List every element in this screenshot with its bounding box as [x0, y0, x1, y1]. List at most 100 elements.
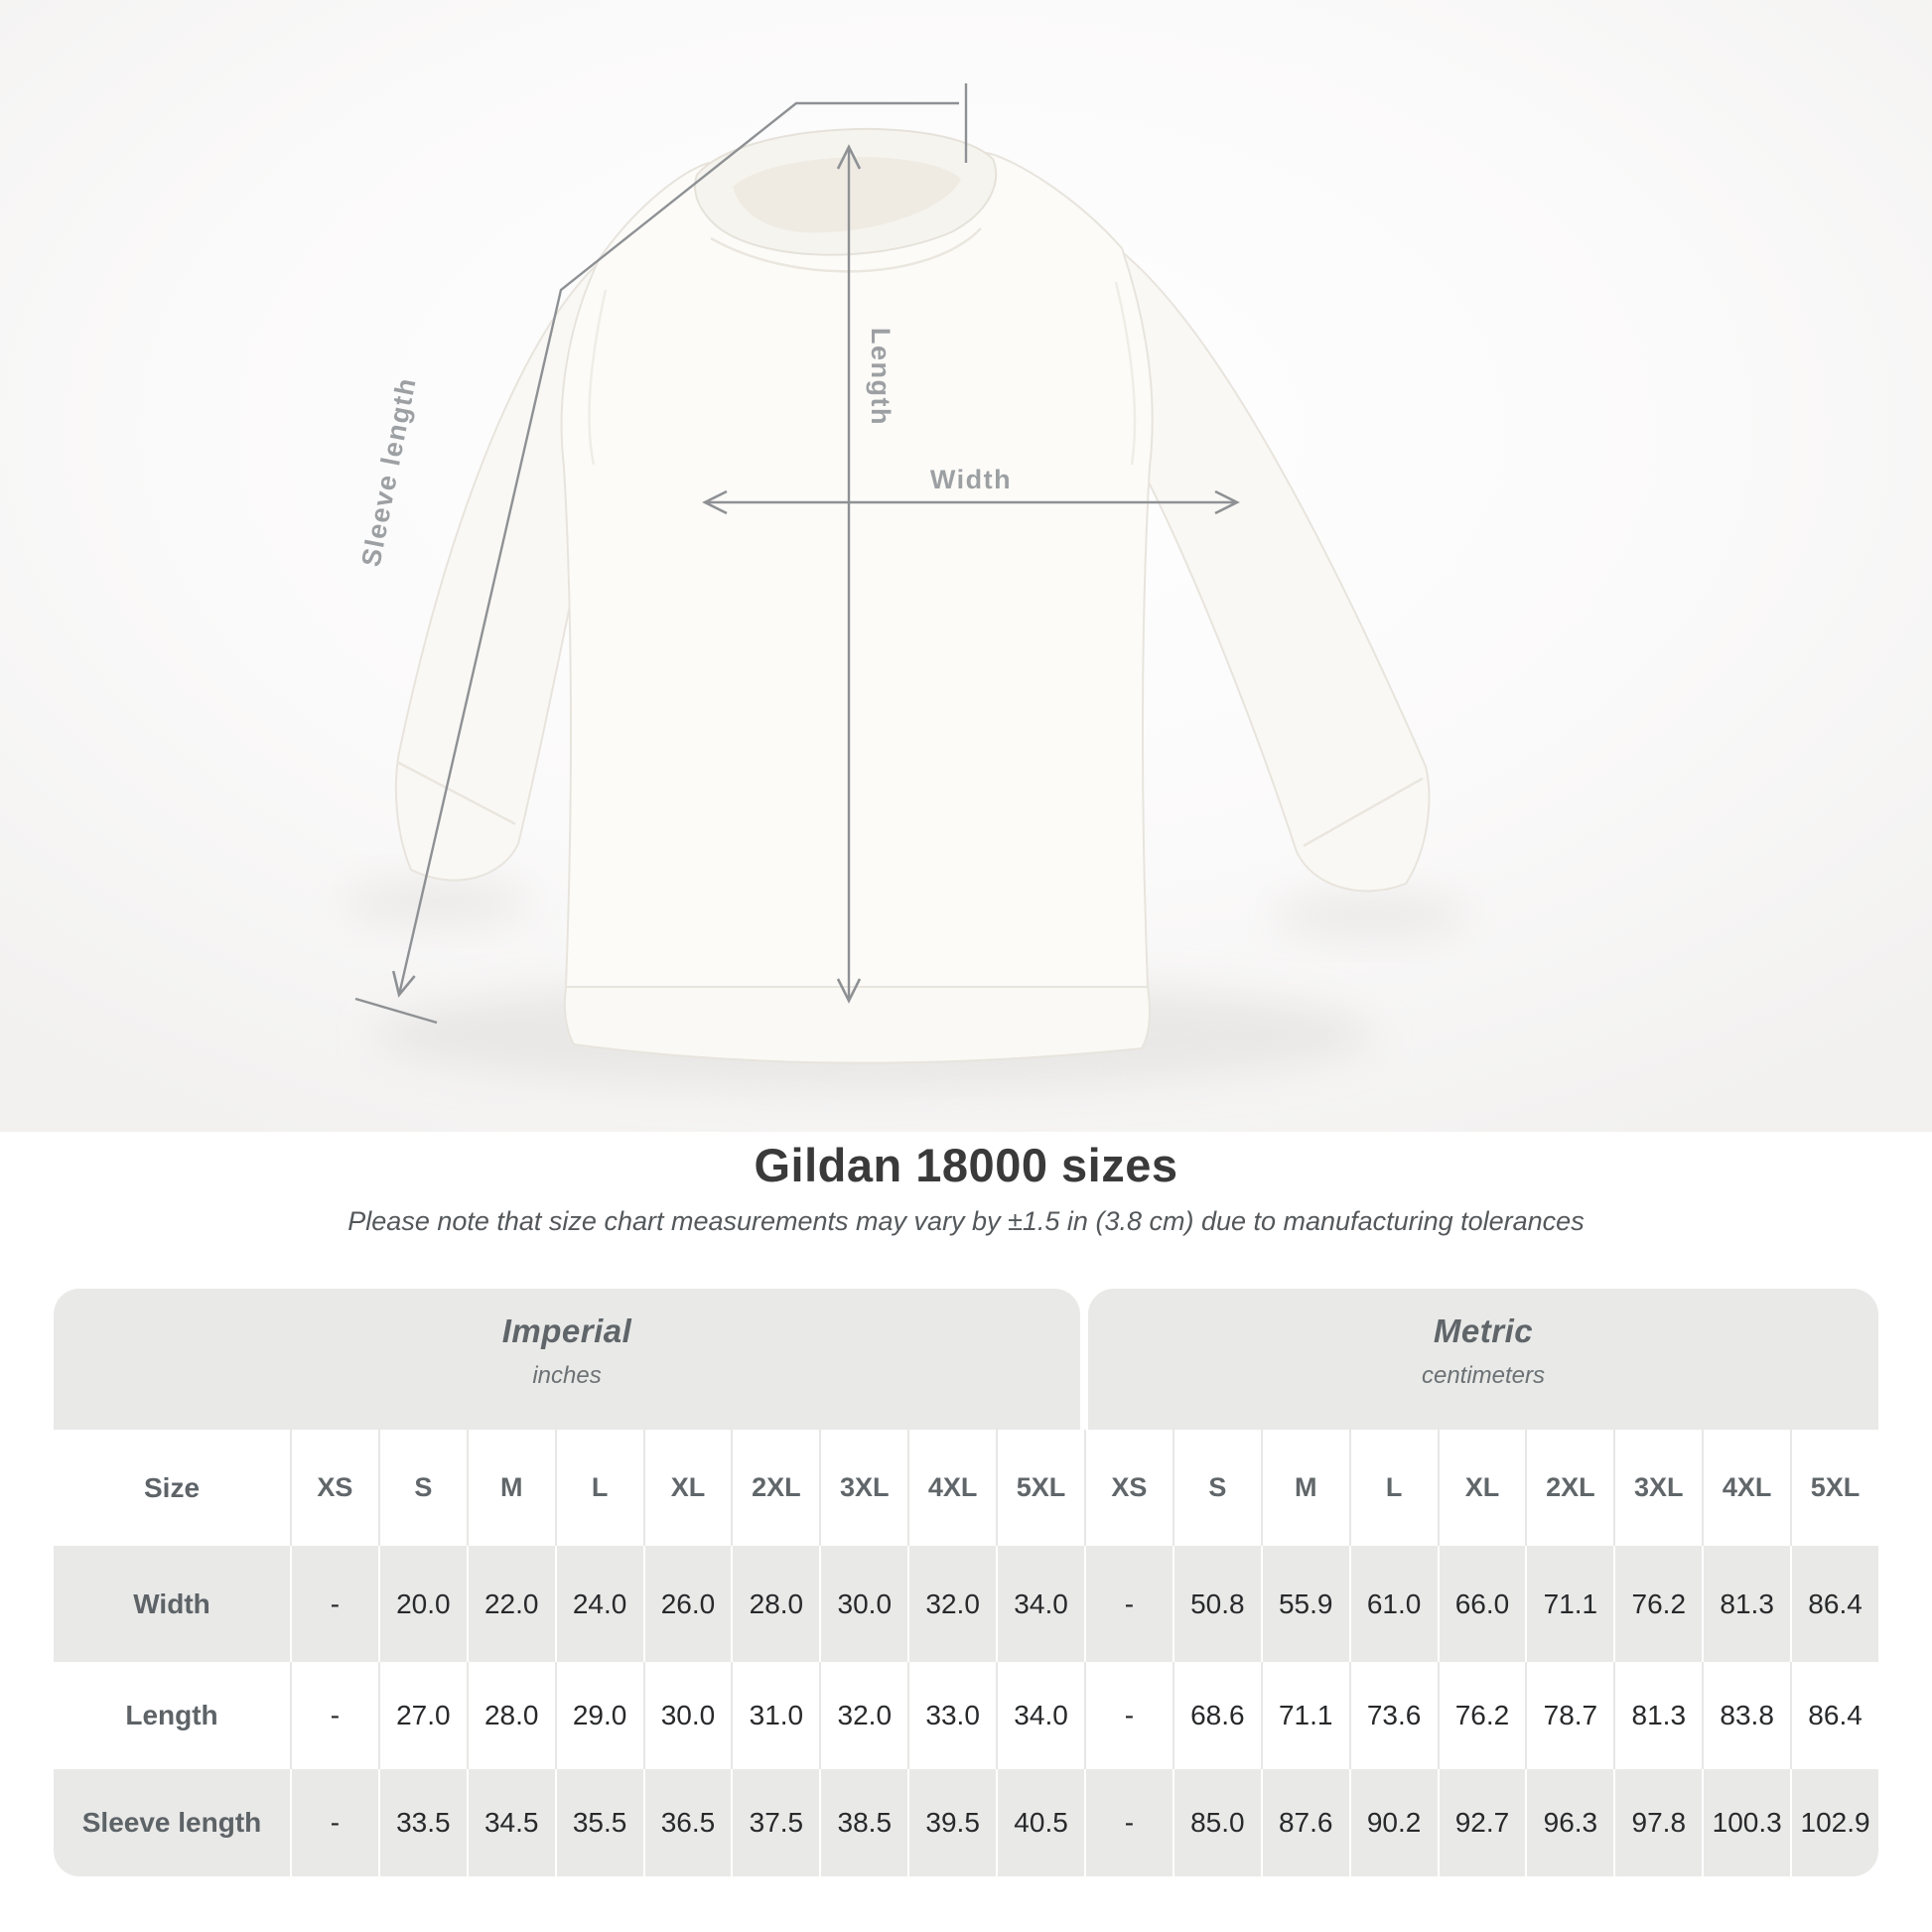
size-col-header: M	[1260, 1430, 1349, 1546]
measurement-cell: 96.3	[1525, 1769, 1613, 1876]
right-cuff-shadow	[1271, 892, 1469, 939]
size-col-header: XS	[290, 1430, 378, 1546]
size-col-header: 2XL	[1525, 1430, 1613, 1546]
measurement-cell: -	[290, 1662, 378, 1769]
size-col-header: 5XL	[996, 1430, 1084, 1546]
sweatshirt-hem-band	[563, 986, 1151, 1064]
sleeve-length-row-label: Sleeve length	[81, 1807, 262, 1838]
measurement-cell: 66.0	[1437, 1546, 1526, 1662]
measurement-cell: -	[290, 1769, 378, 1876]
measurement-cell: 100.3	[1702, 1769, 1790, 1876]
tolerance-note: Please note that size chart measurements…	[347, 1206, 1585, 1236]
measurement-cell: 20.0	[377, 1546, 467, 1662]
right-armhole-seam	[1114, 281, 1137, 466]
length-row-label: Length	[125, 1700, 218, 1730]
measurement-cell: 24.0	[554, 1546, 643, 1662]
size-col-header: 2XL	[731, 1430, 819, 1546]
imperial-subtitle: inches	[532, 1362, 602, 1389]
measurement-cell: -	[1083, 1769, 1173, 1876]
measurement-cell: 28.0	[466, 1662, 555, 1769]
measurement-cell: 34.0	[996, 1546, 1084, 1662]
metric-subtitle: centimeters	[1421, 1362, 1546, 1389]
product-photo: Length Width Sleeve length	[0, 0, 1932, 1132]
size-col-header: 5XL	[1790, 1430, 1878, 1546]
imperial-title: Imperial	[501, 1312, 632, 1349]
measurement-cell: -	[1083, 1546, 1173, 1662]
unit-header-metric: Metric centimeters	[1088, 1289, 1878, 1430]
measurement-cell: 40.5	[996, 1769, 1084, 1876]
measurement-cell: 32.0	[819, 1662, 907, 1769]
sweatshirt-right-sleeve	[1118, 247, 1431, 893]
unit-header-band: Imperial inches Metric centimeters	[54, 1289, 1878, 1430]
measurement-cell: -	[1083, 1662, 1173, 1769]
measurement-cell: 34.5	[466, 1769, 555, 1876]
metric-title: Metric	[1433, 1312, 1534, 1349]
width-row: Width -20.0 22.0 24.0 26.0 28.0 30.0 32.0 34.0-…	[54, 1546, 1878, 1662]
measurement-cell: 35.5	[554, 1769, 643, 1876]
sleeve-measure-end-tick	[354, 997, 438, 1025]
measurement-cell: 32.0	[907, 1546, 996, 1662]
measurement-cell: 38.5	[819, 1769, 907, 1876]
size-col-header: XL	[1437, 1430, 1526, 1546]
measurement-cell: 81.3	[1613, 1662, 1702, 1769]
measurement-cell: 50.8	[1172, 1546, 1261, 1662]
size-col-header: M	[466, 1430, 555, 1546]
measurement-cell: 37.5	[731, 1769, 819, 1876]
measurement-cell: 22.0	[466, 1546, 555, 1662]
measurement-cell: 78.7	[1525, 1662, 1613, 1769]
measurement-cell: 76.2	[1437, 1662, 1526, 1769]
measurement-cell: 28.0	[731, 1546, 819, 1662]
measurement-cell: 86.4	[1790, 1546, 1878, 1662]
measurement-cell: 27.0	[377, 1662, 467, 1769]
length-row: Length -27.0 28.0 29.0 30.0 31.0 32.0 33.0 34.0…	[54, 1662, 1878, 1769]
measurement-cell: 90.2	[1348, 1769, 1438, 1876]
measurement-cell: 36.5	[642, 1769, 732, 1876]
measurement-cell: 29.0	[554, 1662, 643, 1769]
size-col-header: XL	[642, 1430, 732, 1546]
measurement-cell: 30.0	[642, 1662, 732, 1769]
width-measure-label: Width	[930, 465, 1012, 494]
measurement-cell: 30.0	[819, 1546, 907, 1662]
left-cuff-seam	[397, 760, 516, 826]
measurement-cell: 71.1	[1260, 1662, 1349, 1769]
size-col-header: S	[1172, 1430, 1261, 1546]
size-col-header: XS	[1083, 1430, 1173, 1546]
size-col-header: L	[1348, 1430, 1438, 1546]
measurement-cell: 87.6	[1260, 1769, 1349, 1876]
measurement-cell: 26.0	[642, 1546, 732, 1662]
measurement-cell: 39.5	[907, 1769, 996, 1876]
measurement-cell: 81.3	[1702, 1546, 1790, 1662]
size-col-header: 3XL	[819, 1430, 907, 1546]
sweatshirt-left-sleeve	[394, 257, 604, 882]
measurement-lines	[354, 83, 1240, 1025]
size-col-header: L	[554, 1430, 643, 1546]
page-title: Gildan 18000 sizes	[754, 1139, 1178, 1191]
unit-header-imperial: Imperial inches	[54, 1289, 1080, 1430]
measurement-cell: 31.0	[731, 1662, 819, 1769]
left-armhole-seam	[588, 289, 608, 466]
measurement-cell: 33.0	[907, 1662, 996, 1769]
measurement-cell: 97.8	[1613, 1769, 1702, 1876]
sweatshirt-body	[560, 151, 1154, 988]
left-cuff-shadow	[343, 878, 531, 925]
width-row-label: Width	[133, 1587, 210, 1619]
sleeve-length-row: Sleeve length -33.5 34.5 35.5 36.5 37.5 38.5 3…	[54, 1769, 1878, 1876]
measurement-cell: 83.8	[1702, 1662, 1790, 1769]
size-col-header: S	[377, 1430, 467, 1546]
length-measure-label: Length	[866, 328, 896, 426]
size-col-header: 4XL	[907, 1430, 996, 1546]
measurement-cell: 76.2	[1613, 1546, 1702, 1662]
measurement-cell: 34.0	[996, 1662, 1084, 1769]
size-table: Imperial inches Metric centimeters Size …	[54, 1289, 1878, 1876]
size-header-row: Size XS S M L XL 2XL 3XL 4XL 5XL XS S M L XL 2XL 3XL 4XL…	[54, 1430, 1878, 1546]
measurement-cell: 73.6	[1348, 1662, 1438, 1769]
size-column-label: Size	[143, 1471, 201, 1503]
sleeve-measure-line	[391, 101, 959, 998]
measurement-cell: 61.0	[1348, 1546, 1438, 1662]
measurement-cell: 102.9	[1790, 1769, 1878, 1876]
measurement-cell: 92.7	[1437, 1769, 1526, 1876]
size-col-header: 4XL	[1702, 1430, 1790, 1546]
measurement-cell: 85.0	[1172, 1769, 1261, 1876]
measurement-cell: -	[290, 1546, 378, 1662]
measurement-cell: 55.9	[1260, 1546, 1349, 1662]
